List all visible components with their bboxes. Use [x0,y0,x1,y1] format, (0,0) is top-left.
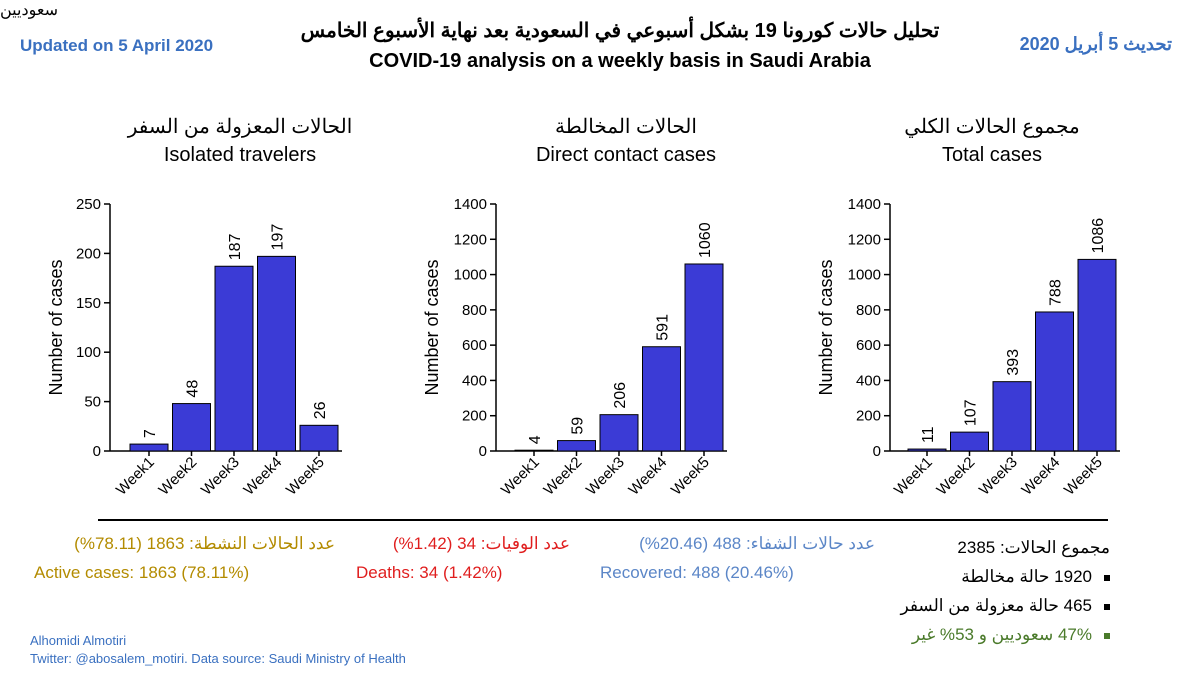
chart-2-data-label: 206 [612,382,629,409]
recovered-en: Recovered: 488 (20.46%) [600,563,794,582]
chart-2-y-tick-label: 0 [479,443,487,460]
chart-1-x-tick-label: Week3 [198,454,243,499]
chart-1-bar [214,265,254,452]
chart-3-y-tick-label: 400 [856,372,881,389]
chart-3-y-tick-label: 1000 [848,267,881,284]
chart-3-bar [1077,258,1117,452]
chart-1-y-axis-label: Number of cases [46,259,66,395]
chart-2-y-tick-label: 1400 [454,196,487,213]
chart-2-data-label: 591 [655,314,672,341]
chart-2-y-axis-label: Number of cases [422,259,442,395]
recovered-ar: عدد حالات الشفاء: 488 (20.46%) [639,534,875,553]
chart-1-x-tick-label: Week2 [155,454,200,499]
footer-source: Twitter: @abosalem_motiri. Data source: … [30,651,406,666]
chart-3-y-tick-label: 0 [873,443,881,460]
footer-author: Alhomidi Almotiri [30,633,127,648]
chart-2-bar [514,449,554,452]
chart-2-title-ar: الحالات المخالطة [555,116,697,138]
bullet-icon [1104,574,1110,581]
chart-3-data-label: 1086 [1090,218,1107,254]
summary-contact: 1920 حالة مخالطة [900,562,1110,591]
chart-2-y-tick-label: 200 [462,408,487,425]
deaths-ar: عدد الوفيات: 34 (1.42%) [392,534,570,553]
chart-1-bar [129,443,169,452]
chart-1-data-label: 7 [142,429,159,438]
chart-2-x-tick-label: Week2 [540,454,585,499]
chart-3-title-en: Total cases [941,144,1043,166]
chart-2-y-tick-label: 1000 [454,267,487,284]
bullet-icon [1104,632,1110,639]
chart-2-bar [642,346,681,452]
chart-3-y-tick-label: 1400 [848,196,881,213]
chart-1-title-ar: الحالات المعزولة من السفر [127,116,353,138]
chart-1-x-tick-label: Week4 [240,454,285,499]
chart-1-bar [299,424,339,452]
chart-2-data-label: 59 [570,417,587,435]
chart-1-bar [172,403,211,452]
chart-1-data-label: 26 [312,401,329,419]
chart-3-x-tick-label: Week5 [1061,454,1106,499]
chart-1-y-tick-label: 50 [84,394,101,411]
chart-1-y-tick-label: 250 [76,196,101,213]
updated-date-en: Updated on 5 April 2020 [20,36,214,55]
chart-2-bar [599,414,639,452]
chart-3-y-tick-label: 600 [856,337,881,354]
updated-date-ar: تحديث 5 أبريل 2020 [1019,34,1172,54]
chart-1-data-label: 197 [270,224,287,251]
chart-3-y-tick-label: 200 [856,408,881,425]
deaths-en: Deaths: 34 (1.42%) [356,563,503,582]
page-title-ar: تحليل حالات كورونا 19 بشكل أسبوعي في الس… [300,20,940,42]
chart-2-y-tick-label: 600 [462,337,487,354]
chart-2-bar [684,263,724,452]
chart-1-data-label: 48 [185,380,202,398]
active-cases-en: Active cases: 1863 (78.11%) [34,563,250,582]
chart-1-data-label: 187 [227,233,244,260]
page-title-en: COVID-19 analysis on a weekly basis in S… [369,50,871,72]
summary-nationality-line2: سعوديين [0,2,58,19]
chart-2-data-label: 1060 [697,222,714,258]
chart-1-y-tick-label: 0 [93,443,101,460]
chart-2-y-tick-label: 1200 [454,231,487,248]
chart-3-x-tick-label: Week3 [976,454,1021,499]
chart-3-y-axis-label: Number of cases [816,259,836,395]
chart-1-x-tick-label: Week5 [283,454,328,499]
chart-3-y-tick-label: 1200 [848,231,881,248]
chart-3-x-tick-label: Week1 [891,454,936,499]
active-cases-ar: عدد الحالات النشطة: 1863 (78.11%) [74,534,335,553]
chart-1-title-en: Isolated travelers [163,144,317,166]
summary-isolated: 465 حالة معزولة من السفر [900,591,1110,620]
chart-3-y-tick-label: 800 [856,302,881,319]
summary-list: مجموع الحالات: 2385 1920 حالة مخالطة 465… [900,533,1110,649]
chart-1-y-tick-label: 150 [76,295,101,312]
chart-2-data-label: 4 [527,435,544,444]
chart-1-y-tick-label: 100 [76,344,101,361]
chart-3-title-ar: مجموع الحالات الكلي [904,116,1080,138]
chart-3-data-label: 11 [920,426,937,443]
chart-3-data-label: 788 [1048,279,1065,306]
chart-2-y-tick-label: 400 [462,372,487,389]
chart-3-x-tick-label: Week4 [1018,454,1063,499]
chart-3-bar [907,448,947,452]
chart-3-bar [950,431,989,452]
chart-2-x-tick-label: Week5 [668,454,713,499]
summary-nationality: 47% سعوديين و 53% غير [900,620,1110,649]
chart-1-bar [257,255,296,452]
chart-3-x-tick-label: Week2 [933,454,978,499]
chart-1-x-tick-label: Week1 [113,454,158,499]
chart-3-data-label: 393 [1005,349,1022,376]
chart-3-bar [992,381,1032,452]
chart-1-y-tick-label: 200 [76,245,101,262]
divider-line [98,519,1108,521]
bullet-icon [1104,603,1110,610]
chart-3-bar [1035,311,1074,452]
chart-2-x-tick-label: Week3 [583,454,628,499]
chart-3-data-label: 107 [963,399,980,426]
chart-2-bar [557,440,596,452]
chart-2-y-tick-label: 800 [462,302,487,319]
summary-total: مجموع الحالات: 2385 [957,538,1110,557]
chart-2-x-tick-label: Week4 [625,454,670,499]
chart-2-x-tick-label: Week1 [498,454,543,499]
chart-2-title-en: Direct contact cases [535,144,717,166]
